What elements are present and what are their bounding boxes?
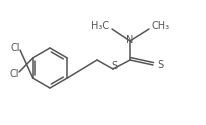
Text: S: S — [110, 61, 117, 71]
Text: H₃C: H₃C — [90, 21, 109, 31]
Text: Cl: Cl — [9, 69, 19, 79]
Text: CH₃: CH₃ — [151, 21, 169, 31]
Text: N: N — [126, 35, 133, 45]
Text: Cl: Cl — [10, 43, 20, 53]
Text: S: S — [156, 60, 162, 70]
